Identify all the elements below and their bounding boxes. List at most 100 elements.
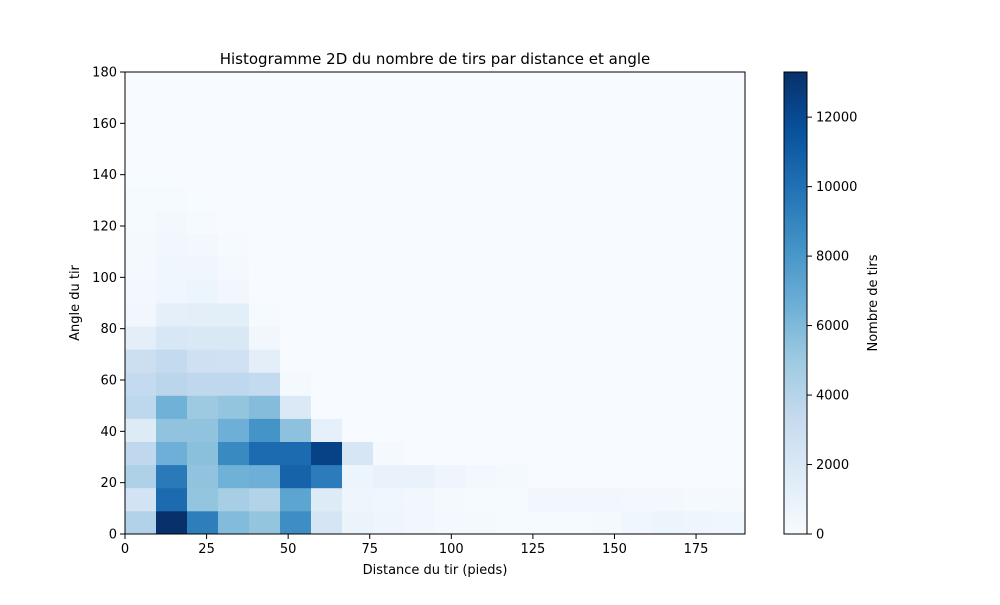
heatmap-cell xyxy=(218,72,250,96)
heatmap-cell xyxy=(249,487,281,512)
heatmap-cell xyxy=(342,464,374,489)
heatmap-cell xyxy=(404,349,436,373)
heatmap-cell xyxy=(249,118,281,142)
colorbar-tick-label: 6000 xyxy=(816,319,849,334)
heatmap-cell xyxy=(187,233,219,258)
heatmap-cell xyxy=(714,279,746,304)
heatmap-cell xyxy=(466,395,498,419)
heatmap-cell xyxy=(404,510,436,535)
heatmap-cell xyxy=(280,326,312,350)
heatmap-cell xyxy=(342,279,374,304)
heatmap-cell xyxy=(373,464,405,489)
heatmap-cell xyxy=(683,256,715,281)
heatmap-cell xyxy=(156,464,188,489)
heatmap-cell xyxy=(156,118,188,142)
heatmap-cell xyxy=(187,487,219,512)
heatmap-cell xyxy=(435,187,467,211)
heatmap-cell xyxy=(218,510,250,535)
heatmap-cell xyxy=(373,326,405,350)
heatmap-cell xyxy=(714,141,746,165)
heatmap-cell xyxy=(404,233,436,258)
heatmap-cell xyxy=(590,279,622,304)
heatmap-cell xyxy=(559,256,591,281)
heatmap-cell xyxy=(280,95,312,119)
heatmap-cell xyxy=(187,326,219,350)
heatmap-cell xyxy=(683,279,715,304)
heatmap-cell xyxy=(652,187,684,211)
heatmap-cell xyxy=(652,141,684,165)
heatmap-cell xyxy=(528,95,560,119)
heatmap-cell xyxy=(249,141,281,165)
heatmap-cell xyxy=(559,233,591,258)
heatmap-cell xyxy=(683,72,715,96)
heatmap-cell xyxy=(125,141,157,165)
heatmap-cell xyxy=(156,510,188,535)
heatmap-cell xyxy=(280,441,312,466)
heatmap-cell xyxy=(435,95,467,119)
heatmap-cell xyxy=(404,118,436,142)
heatmap-cell xyxy=(652,464,684,489)
heatmap-cell xyxy=(156,233,188,258)
heatmap-cell xyxy=(404,210,436,235)
heatmap-cell xyxy=(435,372,467,396)
heatmap-cells xyxy=(125,72,746,535)
heatmap-cell xyxy=(435,395,467,419)
heatmap-cell xyxy=(652,95,684,119)
heatmap-cell xyxy=(435,164,467,188)
heatmap-cell xyxy=(404,95,436,119)
heatmap-cell xyxy=(280,279,312,304)
heatmap-cell xyxy=(342,256,374,281)
heatmap-cell xyxy=(652,118,684,142)
heatmap-cell xyxy=(621,441,653,466)
heatmap-cell xyxy=(435,279,467,304)
heatmap-cell xyxy=(280,395,312,419)
heatmap-cell xyxy=(342,349,374,373)
heatmap-cell xyxy=(497,233,529,258)
heatmap-cell xyxy=(590,441,622,466)
x-tick-label: 100 xyxy=(439,542,464,557)
heatmap-cell xyxy=(714,95,746,119)
heatmap-cell xyxy=(621,372,653,396)
heatmap-cell xyxy=(311,141,343,165)
heatmap-cell xyxy=(466,303,498,327)
heatmap-cell xyxy=(404,164,436,188)
x-tick-label: 125 xyxy=(520,542,545,557)
heatmap-cell xyxy=(590,118,622,142)
heatmap-cell xyxy=(683,418,715,442)
heatmap-cell xyxy=(342,233,374,258)
x-tick-label: 175 xyxy=(684,542,709,557)
heatmap-cell xyxy=(373,141,405,165)
heatmap-cell xyxy=(652,487,684,512)
heatmap-cell xyxy=(311,164,343,188)
heatmap-cell xyxy=(497,95,529,119)
y-tick-label: 120 xyxy=(92,220,117,235)
heatmap-cell xyxy=(497,118,529,142)
heatmap-cell xyxy=(652,303,684,327)
heatmap-cell xyxy=(373,487,405,512)
heatmap-cell xyxy=(528,279,560,304)
heatmap-cell xyxy=(249,72,281,96)
heatmap-cell xyxy=(311,256,343,281)
heatmap-cell xyxy=(311,441,343,466)
heatmap-cell xyxy=(497,72,529,96)
heatmap-cell xyxy=(249,464,281,489)
heatmap-cell xyxy=(590,233,622,258)
heatmap-cell xyxy=(528,72,560,96)
heatmap-cell xyxy=(497,303,529,327)
heatmap-cell xyxy=(404,464,436,489)
y-tick-label: 40 xyxy=(100,425,117,440)
heatmap-cell xyxy=(714,487,746,512)
heatmap-cell xyxy=(187,72,219,96)
heatmap-cell xyxy=(466,279,498,304)
heatmap-cell xyxy=(187,441,219,466)
heatmap-cell xyxy=(187,187,219,211)
heatmap-cell xyxy=(683,326,715,350)
heatmap-cell xyxy=(249,95,281,119)
heatmap-cell xyxy=(218,164,250,188)
heatmap-cell xyxy=(373,372,405,396)
heatmap-cell xyxy=(683,141,715,165)
heatmap-cell xyxy=(714,441,746,466)
heatmap-cell xyxy=(156,487,188,512)
y-tick-label: 0 xyxy=(109,528,117,543)
heatmap-cell xyxy=(404,326,436,350)
